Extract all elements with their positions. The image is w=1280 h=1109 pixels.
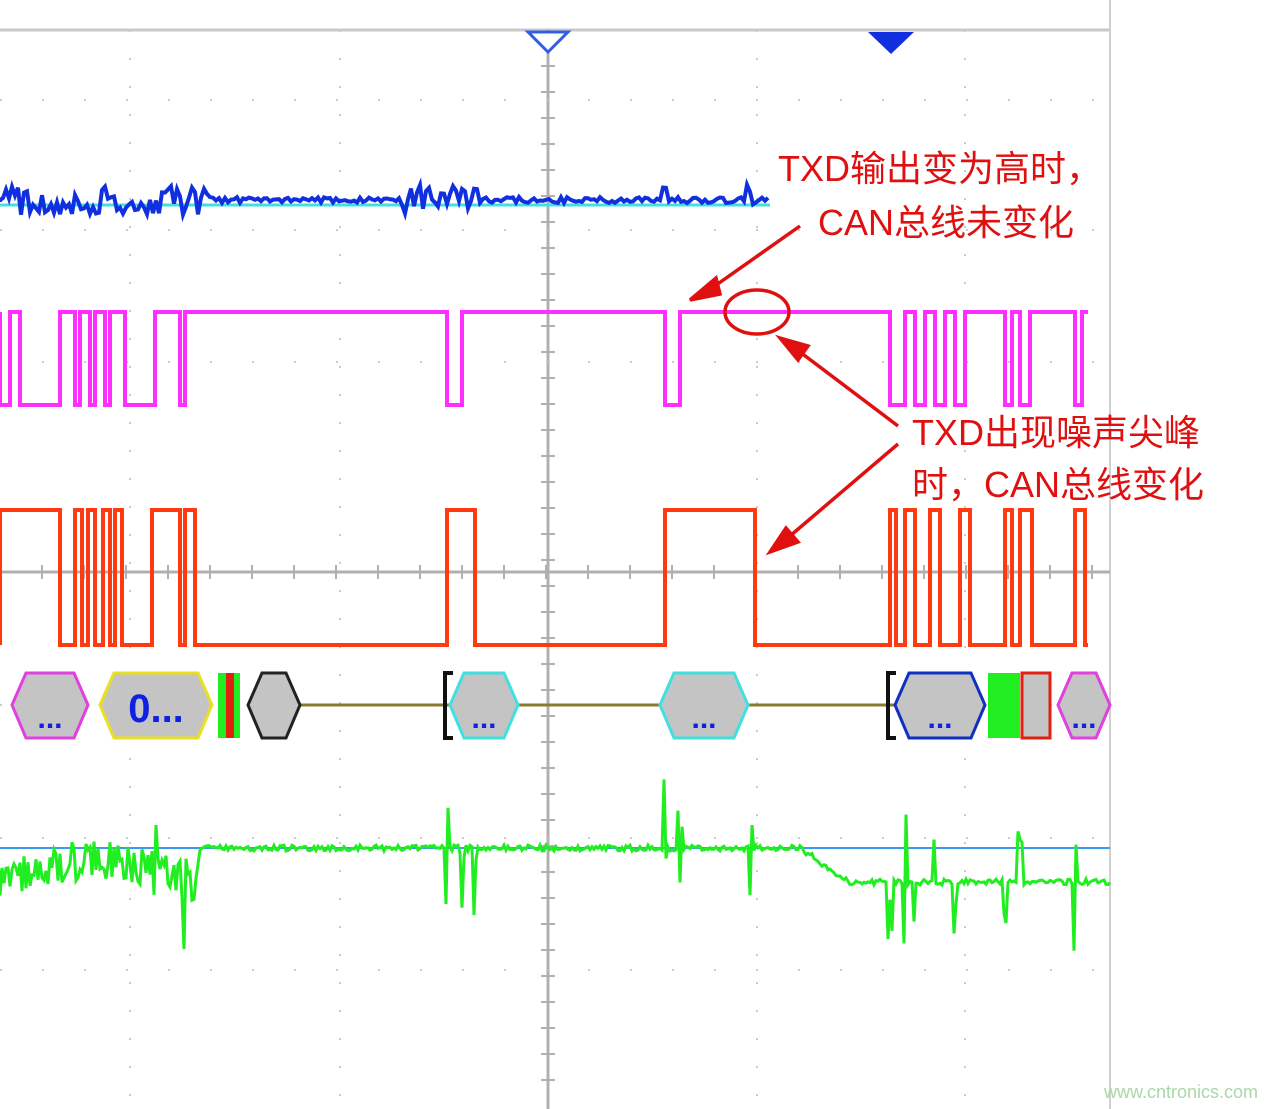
watermark: www.cntronics.com <box>1104 1082 1258 1103</box>
arrowhead-icon <box>690 278 720 300</box>
trace-green-differential <box>0 779 1110 950</box>
trace-blue-txd-analog <box>0 185 768 215</box>
decode-field-marker <box>218 673 226 738</box>
decode-packet-label: 0... <box>128 687 184 731</box>
protocol-decode-bus: ... 0............... <box>12 673 1110 738</box>
decode-packet-label: ... <box>1071 702 1096 735</box>
annotation-top-line2: CAN总线未变化 <box>818 200 1074 246</box>
arrow-txd-high <box>712 226 800 288</box>
annotation-right-line1: TXD出现噪声尖峰 <box>912 410 1200 456</box>
decode-packet-label: ... <box>37 702 62 735</box>
decode-packet <box>248 673 300 738</box>
annotation-arrows <box>690 226 898 552</box>
trigger-marker-icon[interactable] <box>528 32 568 52</box>
cursor-marker-icon[interactable] <box>868 32 914 54</box>
decode-packet-label: ... <box>691 702 716 735</box>
decode-field-marker <box>1022 673 1050 738</box>
decode-field-marker <box>988 673 1020 738</box>
decode-packet-label: ... <box>471 702 496 735</box>
decode-packet-label: ... <box>927 702 952 735</box>
arrow-can-change <box>790 444 898 536</box>
annotation-right-line2: 时，CAN总线变化 <box>912 462 1204 508</box>
arrow-noise-spike <box>800 352 898 426</box>
decode-field-marker <box>226 673 234 738</box>
decode-field-marker <box>234 673 240 738</box>
annotation-top-line1: TXD输出变为高时， <box>778 146 1102 192</box>
